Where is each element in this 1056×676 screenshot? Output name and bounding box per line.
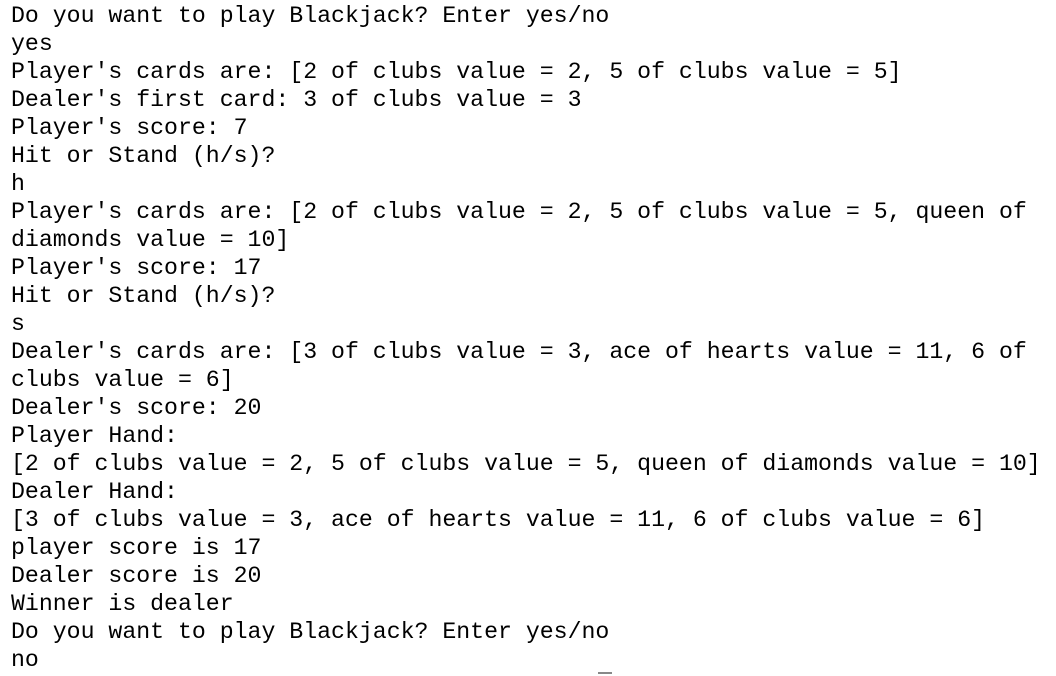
- terminal-line: Player's cards are: [2 of clubs value = …: [11, 59, 902, 85]
- terminal-line: Dealer's score: 20: [11, 395, 262, 421]
- terminal-line: Winner is dealer: [11, 591, 234, 617]
- terminal-line: Dealer score is 20: [11, 563, 262, 589]
- terminal-line: no: [11, 647, 39, 673]
- terminal-line: [3 of clubs value = 3, ace of hearts val…: [11, 507, 986, 533]
- terminal-line: yes: [11, 31, 53, 57]
- terminal-line: Player's cards are: [2 of clubs value = …: [11, 199, 1027, 225]
- terminal-line: diamonds value = 10]: [11, 227, 290, 253]
- terminal-line: Do you want to play Blackjack? Enter yes…: [11, 619, 610, 645]
- terminal-line: Do you want to play Blackjack? Enter yes…: [11, 3, 610, 29]
- terminal-line: s: [11, 311, 25, 337]
- cursor: [598, 672, 612, 674]
- terminal-line: Dealer's cards are: [3 of clubs value = …: [11, 339, 1027, 365]
- terminal-line: [2 of clubs value = 2, 5 of clubs value …: [11, 451, 1041, 477]
- terminal-line: player score is 17: [11, 535, 262, 561]
- terminal-line: clubs value = 6]: [11, 367, 234, 393]
- terminal-line: Hit or Stand (h/s)?: [11, 143, 276, 169]
- terminal-line: Dealer Hand:: [11, 479, 178, 505]
- terminal-line: h: [11, 171, 25, 197]
- terminal-line: Player's score: 17: [11, 255, 262, 281]
- terminal-line: Dealer's first card: 3 of clubs value = …: [11, 87, 582, 113]
- terminal-line: Player Hand:: [11, 423, 178, 449]
- terminal-line: Hit or Stand (h/s)?: [11, 283, 276, 309]
- terminal-line: Player's score: 7: [11, 115, 248, 141]
